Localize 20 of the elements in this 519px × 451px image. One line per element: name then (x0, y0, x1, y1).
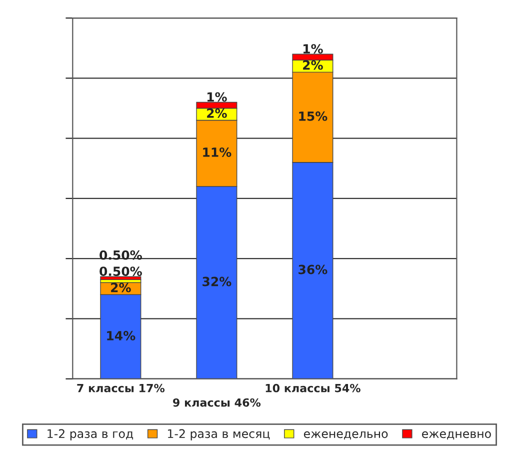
data-label: 15% (299, 111, 328, 121)
legend-label: еженедельно (304, 431, 388, 440)
data-label: 2% (207, 108, 227, 118)
x-tick-label: 10 классы 54% (266, 384, 360, 392)
x-tick-label: 9 классы 46% (173, 398, 261, 407)
legend-label: 1-2 раза в год (48, 429, 134, 440)
data-label: 32% (202, 276, 232, 286)
data-label: 14% (107, 330, 136, 340)
x-tick-label: 7 классы 17% (77, 384, 165, 392)
data-label: 11% (203, 148, 232, 157)
data-label: 1% (303, 44, 323, 54)
data-label: 0.50% (100, 250, 142, 260)
data-label: 1% (207, 92, 227, 102)
bar (100, 276, 142, 280)
legend-label: 1-2 раза в месяц (168, 429, 270, 440)
data-label: 2% (303, 60, 323, 70)
data-label: 2% (111, 282, 131, 292)
legend-label: ежедневно (422, 431, 491, 440)
data-label: 0.50% (100, 266, 142, 276)
data-label: 36% (298, 264, 328, 274)
